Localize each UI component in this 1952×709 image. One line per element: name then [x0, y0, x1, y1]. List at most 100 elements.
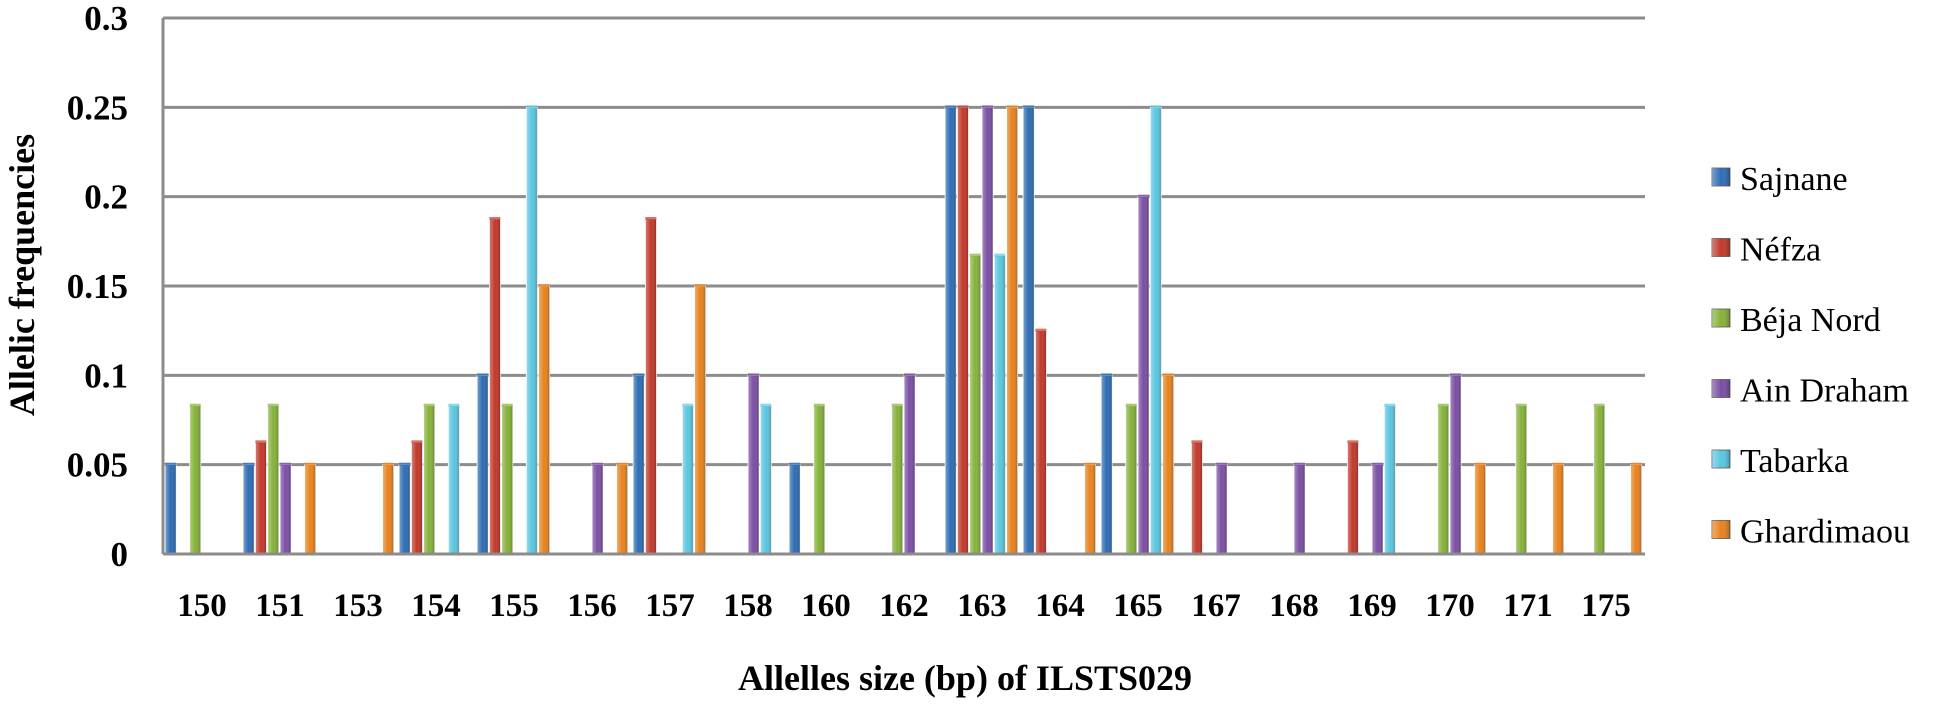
legend-label: Néfza: [1740, 232, 1821, 269]
bar-cap: [969, 253, 981, 257]
bar-shading: [994, 255, 1006, 555]
bar-cap: [1384, 403, 1396, 407]
bar-shading: [982, 107, 993, 554]
x-tick-label: 175: [1581, 588, 1631, 624]
x-tick-label: 162: [879, 588, 929, 624]
bar: [1593, 403, 1606, 555]
bar-cap: [423, 403, 435, 407]
bar: [981, 105, 994, 555]
legend-swatch-shade: [1712, 309, 1730, 327]
bar: [447, 403, 460, 555]
x-tick-label: 154: [411, 588, 461, 624]
bar-cap: [1552, 462, 1564, 466]
bar: [694, 284, 706, 555]
bar: [1383, 403, 1396, 555]
x-axis-ticks: 150 151 153 154 155 156 157 158 160 162 163 164 165 1…: [177, 588, 1631, 624]
y-tick-label: 0.15: [67, 267, 128, 306]
bar-shading: [243, 464, 255, 554]
bar-cap: [694, 284, 706, 287]
y-tick-label: 0: [111, 535, 129, 574]
bar: [788, 462, 801, 555]
y-axis-title: Allelic frequencies: [2, 134, 42, 416]
legend-swatch-shade: [1712, 379, 1730, 398]
bar-shading: [1125, 405, 1137, 554]
bar: [1449, 373, 1462, 555]
bar: [1006, 105, 1018, 555]
bar-cap: [165, 462, 177, 466]
x-tick-label: 155: [489, 588, 539, 624]
bar: [1137, 194, 1150, 555]
bar-cap: [399, 462, 411, 466]
bar: [488, 217, 501, 555]
bar: [242, 462, 255, 555]
bar-shading: [1191, 442, 1203, 554]
bar-cap: [189, 403, 201, 407]
bar-shading: [645, 219, 657, 554]
y-tick-label: 0.2: [84, 178, 128, 217]
x-tick-label: 151: [255, 588, 305, 624]
x-tick-label: 163: [957, 588, 1007, 624]
x-tick-label: 156: [567, 588, 617, 624]
x-tick-label: 160: [801, 588, 851, 624]
bar: [1022, 105, 1035, 555]
bar-shading: [1630, 464, 1642, 554]
bar-cap: [243, 462, 255, 466]
bar-shading: [538, 286, 550, 554]
x-tick-label: 168: [1269, 588, 1319, 624]
bar: [1474, 462, 1486, 555]
bar-shading: [189, 405, 201, 554]
bar: [254, 440, 267, 555]
bar: [1084, 462, 1096, 555]
legend-swatch-shade: [1712, 238, 1730, 257]
bar: [1371, 462, 1384, 555]
bar-cap: [411, 440, 423, 444]
bar-cap: [1347, 440, 1359, 444]
x-tick-label: 171: [1503, 588, 1553, 624]
bar-shading: [682, 405, 694, 554]
bar-shading: [1138, 196, 1149, 554]
bar-shading: [165, 464, 177, 554]
bar-shading: [748, 375, 759, 554]
bar-shading: [411, 442, 423, 554]
bar-cap: [592, 462, 603, 466]
bar-shading: [760, 405, 772, 554]
bar: [1515, 403, 1528, 555]
bar: [410, 440, 423, 555]
bar-cap: [1125, 403, 1137, 407]
bars: [163, 105, 1645, 556]
bar-shading: [1552, 464, 1564, 554]
bar-shading: [489, 219, 501, 554]
bar-shading: [267, 405, 279, 554]
bar: [747, 373, 760, 555]
bar: [1125, 403, 1138, 555]
y-tick-label: 0.05: [67, 446, 128, 485]
y-tick-label: 0.1: [84, 356, 128, 395]
x-tick-label: 169: [1347, 588, 1397, 624]
bar-shading: [1023, 107, 1035, 554]
bar: [1293, 462, 1306, 555]
bar-shading: [399, 464, 411, 554]
legend-item: Ain Draham: [1711, 373, 1909, 410]
bar-shading: [1515, 405, 1527, 554]
x-axis-title: Allelles size (bp) of ILSTS029: [738, 658, 1192, 698]
bar-cap: [813, 403, 825, 407]
legend: Sajnane Néfza Béja Nord Ain Draham Tabarka Gh…: [1711, 161, 1910, 551]
bar-shading: [382, 464, 394, 554]
legend-item: Béja Nord: [1711, 302, 1881, 339]
bar: [189, 403, 202, 555]
bar-cap: [382, 462, 394, 466]
bar-cap: [1450, 373, 1461, 377]
bar-cap: [645, 217, 657, 220]
bar-cap: [1593, 403, 1605, 407]
bar-cap: [1035, 328, 1047, 332]
bar-shading: [1450, 375, 1461, 554]
bar-shading: [1150, 107, 1162, 554]
legend-swatch-shade: [1712, 168, 1730, 186]
bar-shading: [694, 286, 706, 554]
bar-shading: [255, 442, 267, 554]
legend-item: Tabarka: [1711, 443, 1849, 480]
bar-cap: [760, 403, 772, 407]
bar-cap: [304, 462, 316, 466]
bar: [616, 462, 628, 555]
